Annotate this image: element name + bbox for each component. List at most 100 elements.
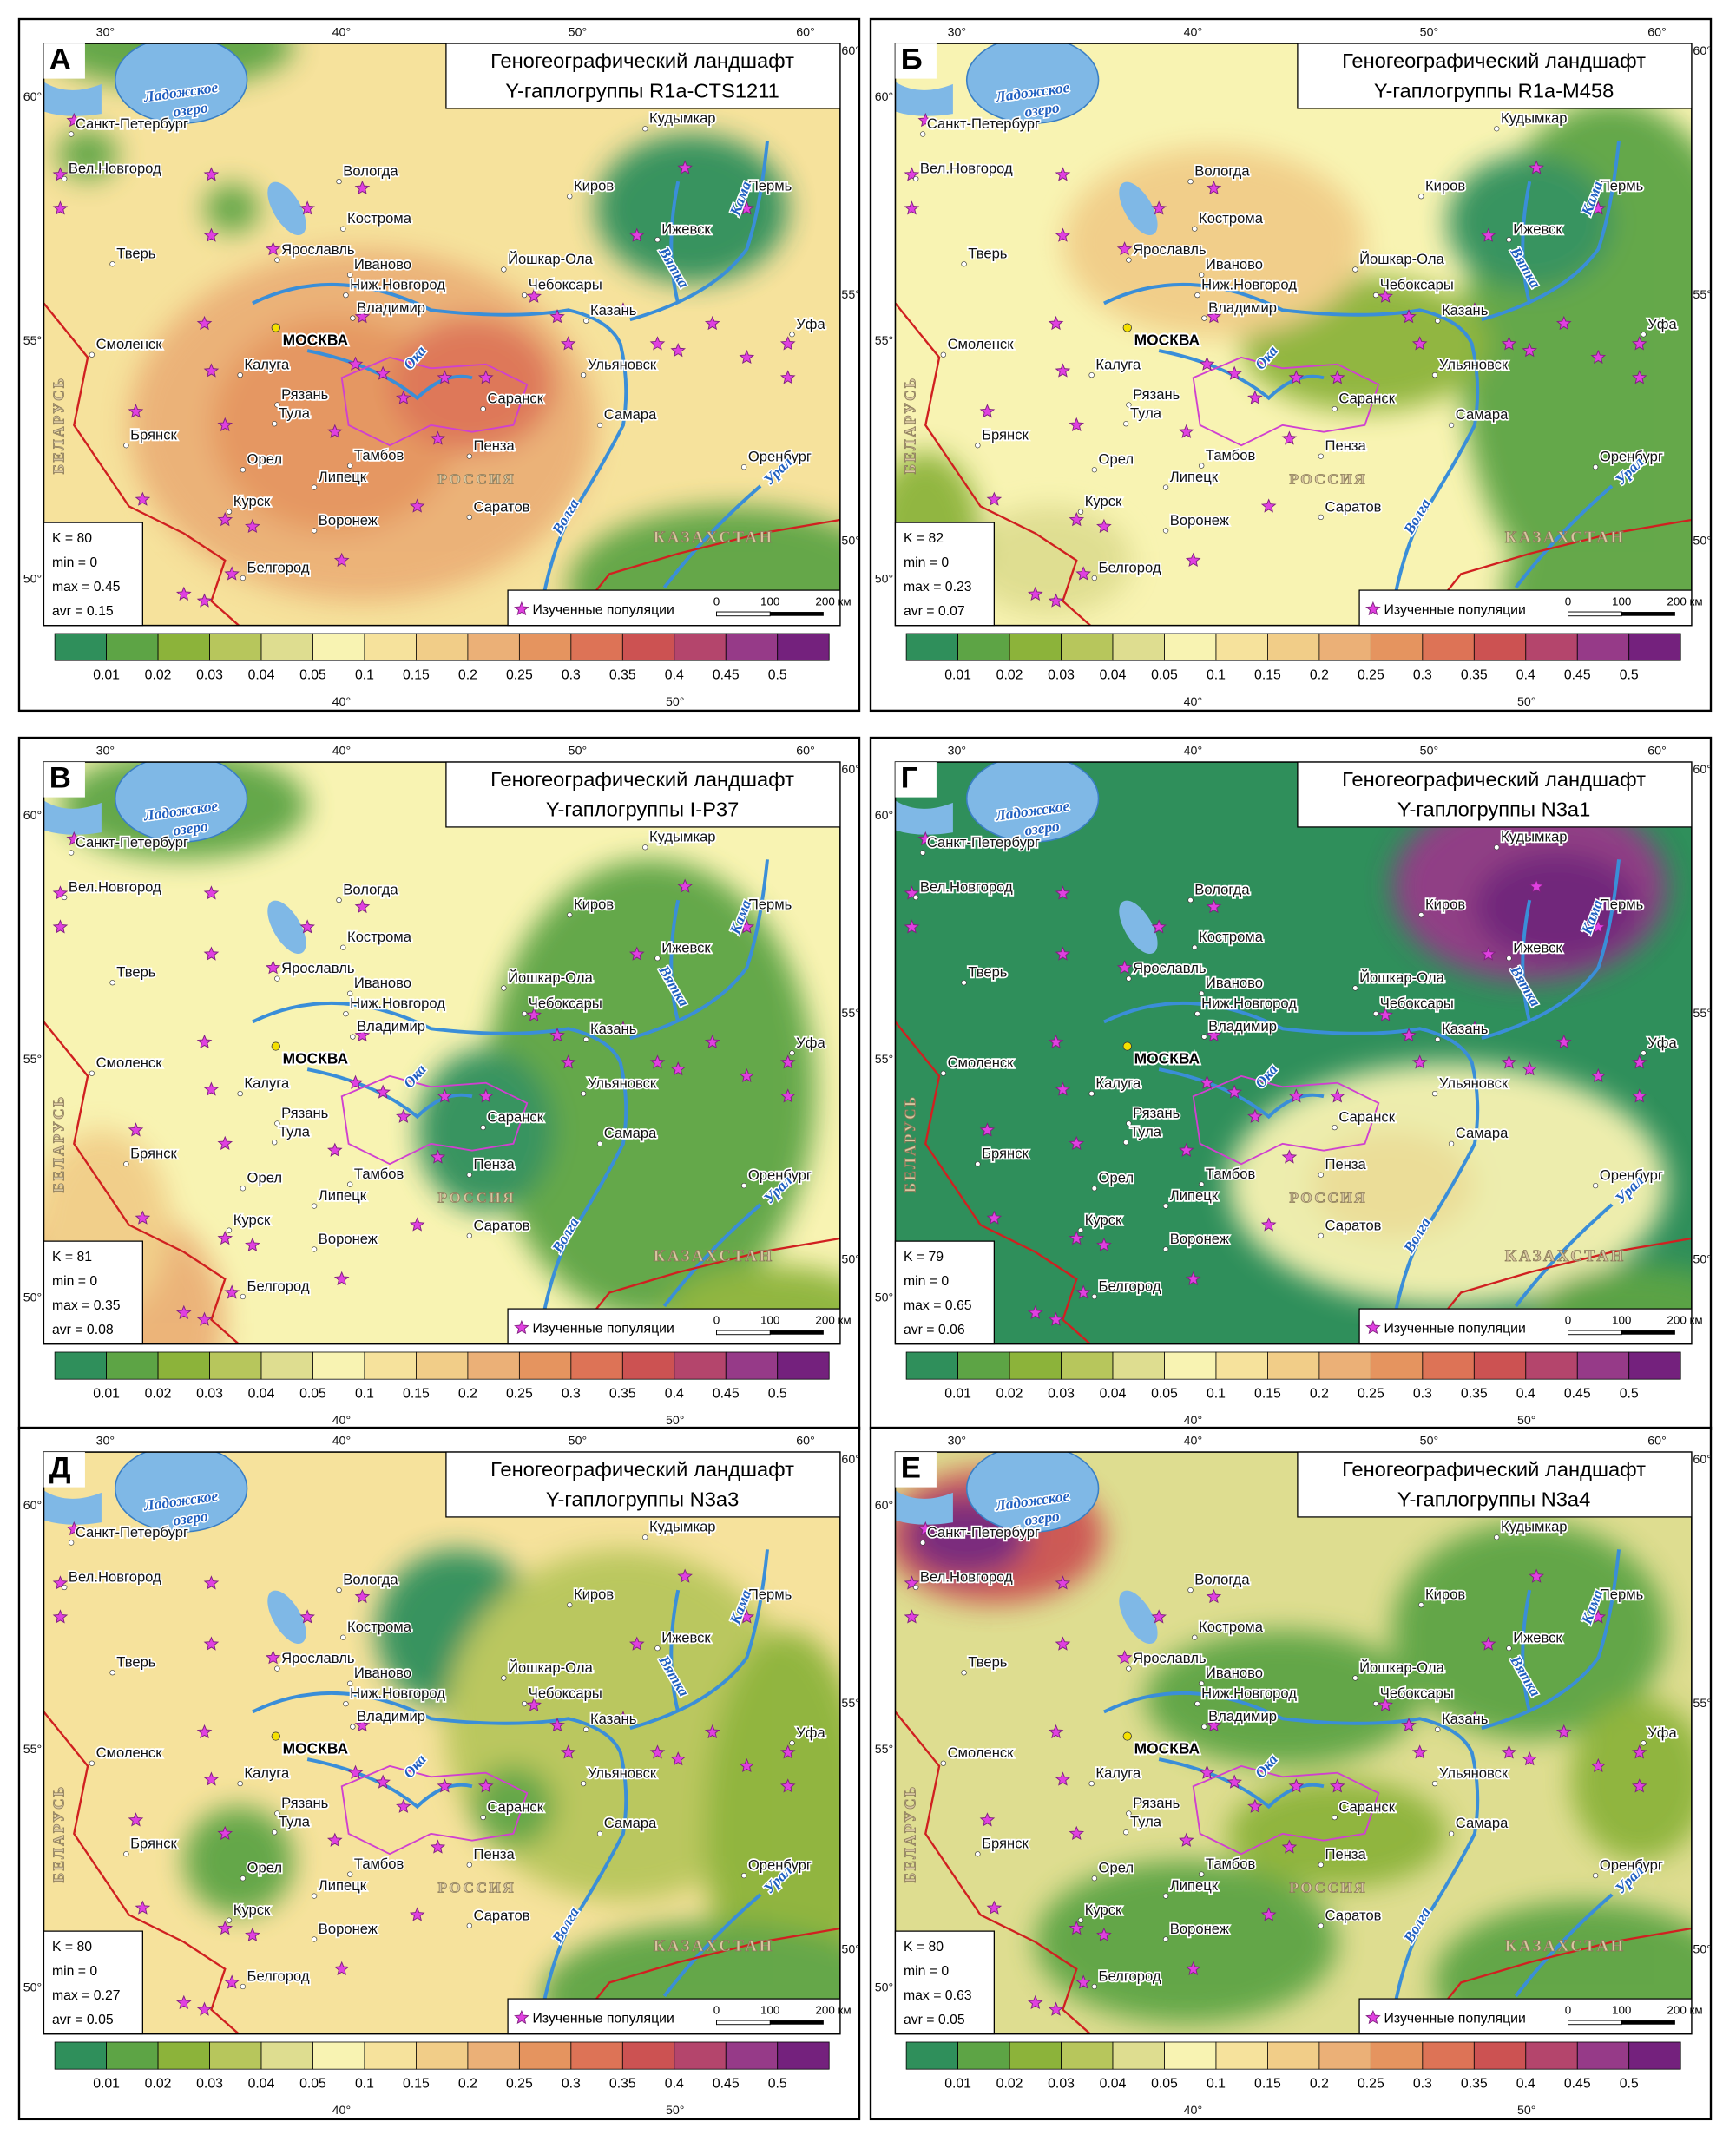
color-swatch xyxy=(1473,633,1527,661)
city-dot xyxy=(480,1815,486,1821)
color-value: 0.5 xyxy=(1620,1387,1639,1402)
degree-label: 40° xyxy=(332,1413,352,1427)
river xyxy=(252,1691,628,2034)
city-dot xyxy=(1372,1011,1379,1017)
city-label: Ульяновск xyxy=(1439,1766,1509,1782)
city-label: Смоленск xyxy=(948,1745,1015,1761)
city-dot xyxy=(480,406,486,412)
scale-bar xyxy=(716,2020,771,2026)
color-swatch xyxy=(1215,2041,1268,2070)
city-label: Пермь xyxy=(1600,1587,1643,1603)
city-label: Вологда xyxy=(343,1573,398,1588)
city-label: Оренбург xyxy=(1600,1168,1663,1184)
color-swatch xyxy=(416,633,469,661)
city-label: Орел xyxy=(247,452,283,468)
stat-line: avr = 0.15 xyxy=(52,604,114,619)
color-value: 0.03 xyxy=(1048,2077,1075,2092)
city-dot xyxy=(347,990,353,996)
city-dot xyxy=(1448,422,1455,428)
scale-label: 0 xyxy=(713,595,720,608)
region-border xyxy=(340,356,529,447)
color-value: 0.03 xyxy=(1048,668,1075,683)
color-value: 0.01 xyxy=(93,668,120,683)
city-label: Чебоксары xyxy=(529,1686,602,1702)
country-label: БЕЛАРУСЬ xyxy=(902,1094,918,1192)
population-marker xyxy=(1501,336,1517,351)
degree-label: 30° xyxy=(96,24,115,38)
capital-label: МОСКВА xyxy=(283,332,349,349)
city-dot xyxy=(1318,1172,1324,1178)
population-marker xyxy=(1151,1609,1167,1624)
population-marker xyxy=(1069,1920,1085,1935)
color-swatch xyxy=(1525,2041,1578,2070)
color-swatch xyxy=(157,2041,210,2070)
city-label: Ниж.Новгород xyxy=(1201,278,1297,293)
population-marker xyxy=(560,1054,576,1069)
population-marker xyxy=(265,241,281,256)
city-dot xyxy=(1126,1810,1132,1816)
population-marker xyxy=(409,1217,425,1232)
border xyxy=(43,302,240,626)
population-marker xyxy=(1522,1751,1538,1766)
population-marker xyxy=(135,1210,151,1225)
city-dot xyxy=(1077,509,1084,515)
population-marker xyxy=(437,1778,453,1793)
lake xyxy=(1119,181,1158,236)
city-dot xyxy=(1418,912,1424,918)
degree-label: 50° xyxy=(666,1413,685,1427)
population-marker xyxy=(1260,498,1277,513)
population-marker xyxy=(670,1751,687,1766)
degree-label: 30° xyxy=(96,1433,115,1447)
city-label: Саранск xyxy=(1338,391,1395,407)
population-marker xyxy=(52,919,69,934)
city-dot xyxy=(311,484,318,490)
city-label: Кострома xyxy=(347,211,412,227)
population-marker xyxy=(354,309,371,324)
frequency-zone xyxy=(417,1048,555,1212)
population-marker xyxy=(396,1108,411,1123)
color-swatch xyxy=(1370,633,1424,661)
population-marker xyxy=(1206,1028,1222,1042)
corner xyxy=(43,1452,85,1488)
degree-label: 50° xyxy=(1693,1252,1712,1266)
city-dot xyxy=(274,402,280,408)
country-label: РОССИЯ xyxy=(437,1880,516,1896)
population-marker xyxy=(52,1575,69,1590)
population-marker xyxy=(1055,167,1071,181)
capital-label: МОСКВА xyxy=(1134,1050,1200,1067)
population-marker xyxy=(52,1609,69,1624)
city-label: Ярославль xyxy=(281,242,354,258)
degree-label: 60° xyxy=(875,89,894,103)
stat-line: max = 0.23 xyxy=(904,580,972,594)
color-swatch xyxy=(1318,633,1371,661)
degree-label: 50° xyxy=(1420,743,1439,757)
lake xyxy=(114,43,248,124)
population-marker xyxy=(1055,1771,1071,1786)
river xyxy=(1521,181,1532,304)
city-dot xyxy=(1199,272,1205,278)
city-dot xyxy=(1201,1034,1207,1040)
legend-label: Изученные популяции xyxy=(1384,2012,1526,2026)
frequency-zone xyxy=(1570,1698,1692,1861)
city-label: Вологда xyxy=(1194,164,1250,180)
capital-label: МОСКВА xyxy=(1134,332,1200,349)
color-value: 0.15 xyxy=(1254,668,1281,683)
map: Санкт-Петербург Вел.Новгород Вологда Костро… xyxy=(895,1452,1692,2034)
title-box xyxy=(445,1451,841,1518)
map: Санкт-Петербург Вел.Новгород Вологда Костро… xyxy=(895,43,1692,626)
frequency-zone xyxy=(595,134,788,284)
degree-label: 60° xyxy=(1693,762,1712,776)
population-marker xyxy=(1151,200,1167,215)
capital-dot xyxy=(1122,1041,1132,1051)
degree-label: 60° xyxy=(23,808,43,822)
lake xyxy=(267,1590,306,1645)
degree-label: 50° xyxy=(841,1942,860,1956)
city-dot xyxy=(501,985,507,991)
color-swatch xyxy=(777,633,830,661)
city-dot xyxy=(1372,292,1379,299)
title-line: Y-гаплогруппы N3a1 xyxy=(1397,798,1590,821)
capital-label: МОСКВА xyxy=(283,1740,349,1757)
scale-label: 100 xyxy=(760,1314,779,1327)
frequency-zone xyxy=(57,129,118,180)
color-swatch xyxy=(209,2041,262,2070)
